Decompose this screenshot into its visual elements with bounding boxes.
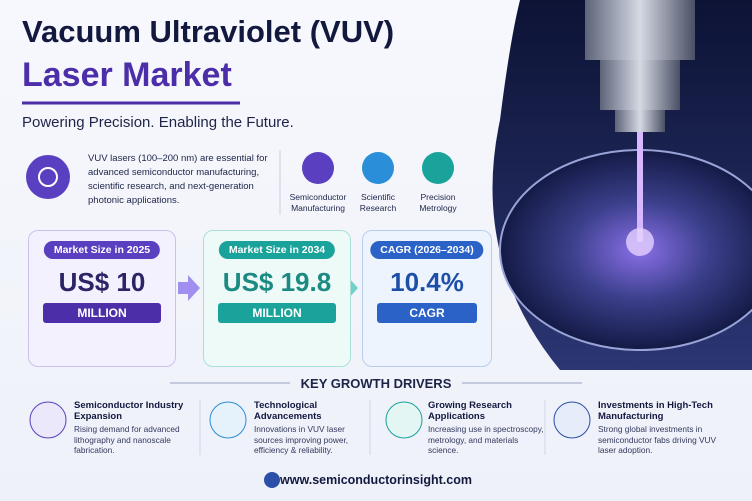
driver-text: Innovations in VUV laser sources improvi… <box>254 424 349 455</box>
stat-card: Market Size in 2034 US$ 19.8 MILLION <box>203 230 351 367</box>
stat-unit: CAGR <box>377 303 477 323</box>
intro-icon <box>26 155 70 199</box>
text: Metrology <box>419 203 457 213</box>
stat-label: CAGR (2026–2034) <box>370 241 484 259</box>
text: Precision <box>420 192 456 202</box>
stat-value: US$ 10 <box>58 267 146 297</box>
stat-value: 10.4% <box>390 267 464 297</box>
driver-title: Growing Research Applications <box>428 400 512 422</box>
app-icon <box>362 152 394 184</box>
intro-icon-glyph <box>38 167 58 187</box>
title: Vacuum Ultraviolet (VUV) <box>22 14 395 49</box>
stat-unit: MILLION <box>218 303 336 323</box>
footer-url[interactable]: www.semiconductorinsight.com <box>280 473 472 487</box>
laser-head <box>600 60 680 110</box>
app-icon <box>422 152 454 184</box>
laser-nozzle <box>615 110 665 132</box>
section-heading: KEY GROWTH DRIVERS <box>300 376 452 391</box>
driver-text: Rising demand for advanced lithography a… <box>74 424 180 455</box>
stat-label: Market Size in 2025 <box>43 241 161 259</box>
text: Manufacturing <box>291 203 345 213</box>
stat-card: CAGR (2026–2034) 10.4% CAGR <box>362 230 492 367</box>
globe-icon <box>264 472 280 488</box>
driver-title: Investments in High-Tech Manufacturing <box>598 400 713 422</box>
stat-label: Market Size in 2034 <box>218 241 336 259</box>
laser-head <box>585 0 695 60</box>
driver-title: Technological Advancements <box>254 400 322 422</box>
title: Laser Market <box>22 56 232 94</box>
app-label: Scientific Research <box>348 192 408 214</box>
text: Semiconductor <box>289 192 347 202</box>
text: Research <box>359 203 397 213</box>
laser-spot <box>626 228 654 256</box>
text: Scientific <box>360 192 395 202</box>
intro: VUV lasers (100–200 nm) are essential fo… <box>88 153 268 206</box>
stat-unit: MILLION <box>43 303 161 323</box>
app-label: Semiconductor Manufacturing <box>288 192 348 214</box>
driver-icons <box>29 401 591 439</box>
wafer <box>500 150 752 350</box>
driver-text: Increasing use in spectroscopy, metrolog… <box>428 424 544 455</box>
app-label: Precision Metrology <box>408 192 468 214</box>
app-icon <box>302 152 334 184</box>
driver-text: Strong global investments in semiconduct… <box>598 424 717 455</box>
tagline: Powering Precision. Enabling the Future. <box>22 114 294 131</box>
laser-beam <box>637 132 643 242</box>
stat-card: Market Size in 2025 US$ 10 MILLION <box>28 230 176 367</box>
driver-title: Semiconductor Industry Expansion <box>74 400 184 422</box>
stat-value: US$ 19.8 <box>222 267 332 297</box>
arrow <box>178 275 200 301</box>
